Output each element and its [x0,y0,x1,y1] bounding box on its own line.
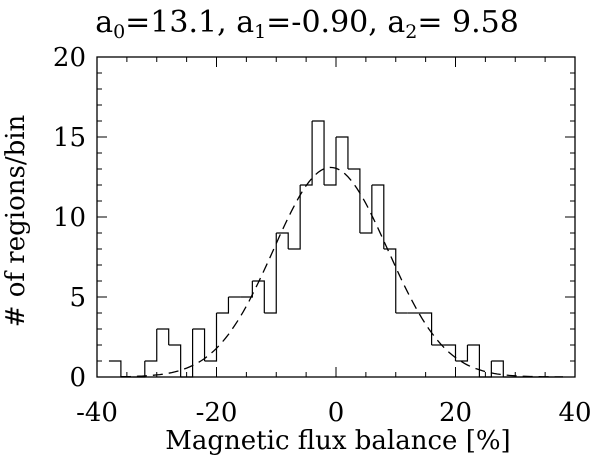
histogram-bar [132,361,146,378]
title-coef-value: = 9.58 [417,5,518,40]
histogram-bar [144,329,158,362]
histogram-bar [192,328,206,361]
histogram-bar [347,168,361,233]
x-tick-label: -20 [196,398,238,428]
title-coef-value: =-0.90, [266,5,387,40]
histogram-bar [204,313,218,362]
histogram-bar [443,344,457,361]
histogram-bar [180,329,194,378]
histogram-bar [216,297,230,314]
y-tick-label: 5 [69,283,86,313]
title-coef-symbol: a [95,5,113,40]
histogram-bar [276,232,289,249]
histogram-bar [336,136,349,169]
x-tick-label: 40 [558,398,591,428]
histogram-bar [455,345,469,362]
histogram-bar [479,361,492,378]
histogram-bar [383,248,397,313]
title-coef-subscript: 1 [254,21,266,43]
title-coef-value: =13.1, [125,5,236,40]
histogram-bars [108,120,564,378]
histogram-bar [168,344,182,377]
histogram-bar [371,184,385,249]
y-tick-label: 15 [53,123,86,153]
y-tick-label: 10 [53,203,86,233]
chart-title: a0=13.1, a1=-0.90, a2= 9.58 [95,5,519,43]
histogram-bar [312,120,325,185]
x-tick-label: 0 [328,398,345,428]
histogram-bar [108,360,122,377]
histogram-bar [300,121,313,186]
histogram-bar [264,233,277,314]
y-axis-label: # of regions/bin [1,114,31,327]
y-tick-label: 20 [53,43,86,73]
histogram-bar [467,344,480,377]
histogram-bar [324,137,337,186]
title-coef-subscript: 2 [405,21,417,43]
title-coef-subscript: 0 [113,21,125,43]
histogram-bar [252,280,265,313]
histogram-bar [491,360,504,377]
histogram-bar [156,328,170,345]
y-axis: 0 5 10 15 20 [53,43,575,393]
title-coef-symbol: a [387,5,405,40]
gaussian-fit-curve [120,166,563,378]
x-tick-label: 20 [439,398,472,428]
y-tick-label: 0 [69,363,86,393]
histogram-bar [240,281,253,298]
x-axis: -40 -20 0 20 40 [76,57,592,428]
histogram-bar [288,185,301,250]
histogram-bar [359,185,373,234]
x-tick-label: -40 [76,398,118,428]
x-axis-label: Magnetic flux balance [%] [165,426,510,456]
histogram-bar [419,312,433,345]
title-coef-symbol: a [236,5,254,40]
